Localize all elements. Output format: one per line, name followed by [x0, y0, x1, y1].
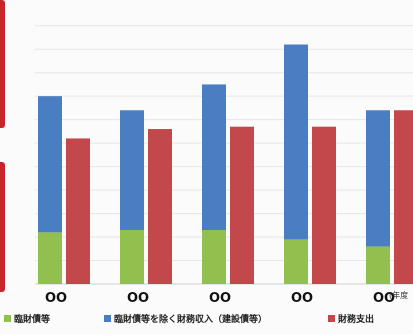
- bar-segment-kensetsu: [202, 84, 226, 230]
- legend-label: 臨財債等: [14, 313, 50, 325]
- x-axis-unit-label: (年度: [389, 290, 408, 300]
- legend-swatch: [328, 315, 335, 322]
- bar-segment-kensetsu: [38, 96, 62, 233]
- bars: [38, 44, 413, 285]
- bar-zaimu-shishutsu: [312, 126, 336, 285]
- bar-segment-rinzai: [38, 232, 62, 284]
- bar-zaimu-shishutsu: [394, 110, 413, 285]
- legend-label: 臨財債等を除く財務収入（建設債等）: [114, 313, 267, 325]
- bar-segment-kensetsu: [284, 44, 308, 240]
- x-tick-label: OO: [127, 291, 149, 306]
- x-tick-label: OO: [373, 291, 395, 306]
- bar-segment-rinzai: [284, 239, 308, 284]
- bar-segment-rinzai: [366, 246, 390, 284]
- x-tick-label: OO: [291, 291, 313, 306]
- bar-segment-kensetsu: [120, 110, 144, 230]
- x-tick-label: OO: [45, 291, 67, 306]
- legend-swatch: [4, 315, 11, 322]
- bar-zaimu-shishutsu: [148, 129, 172, 284]
- bar-segment-kensetsu: [366, 110, 390, 247]
- bar-segment-rinzai: [202, 230, 226, 284]
- bar-zaimu-shishutsu: [66, 138, 90, 284]
- legend: 臨財債等 臨財債等を除く財務収入（建設債等） 財務支出: [4, 313, 374, 325]
- legend-label: 財務支出: [337, 313, 374, 325]
- legend-swatch: [104, 315, 111, 322]
- edge-decoration-bottom: [0, 162, 5, 292]
- bar-zaimu-shishutsu: [230, 126, 254, 285]
- x-tick-label: OO: [209, 291, 231, 306]
- edge-decoration-top: [0, 0, 5, 128]
- bar-segment-rinzai: [120, 230, 144, 284]
- x-tick-labels: OO OO OO OO OO: [45, 291, 395, 306]
